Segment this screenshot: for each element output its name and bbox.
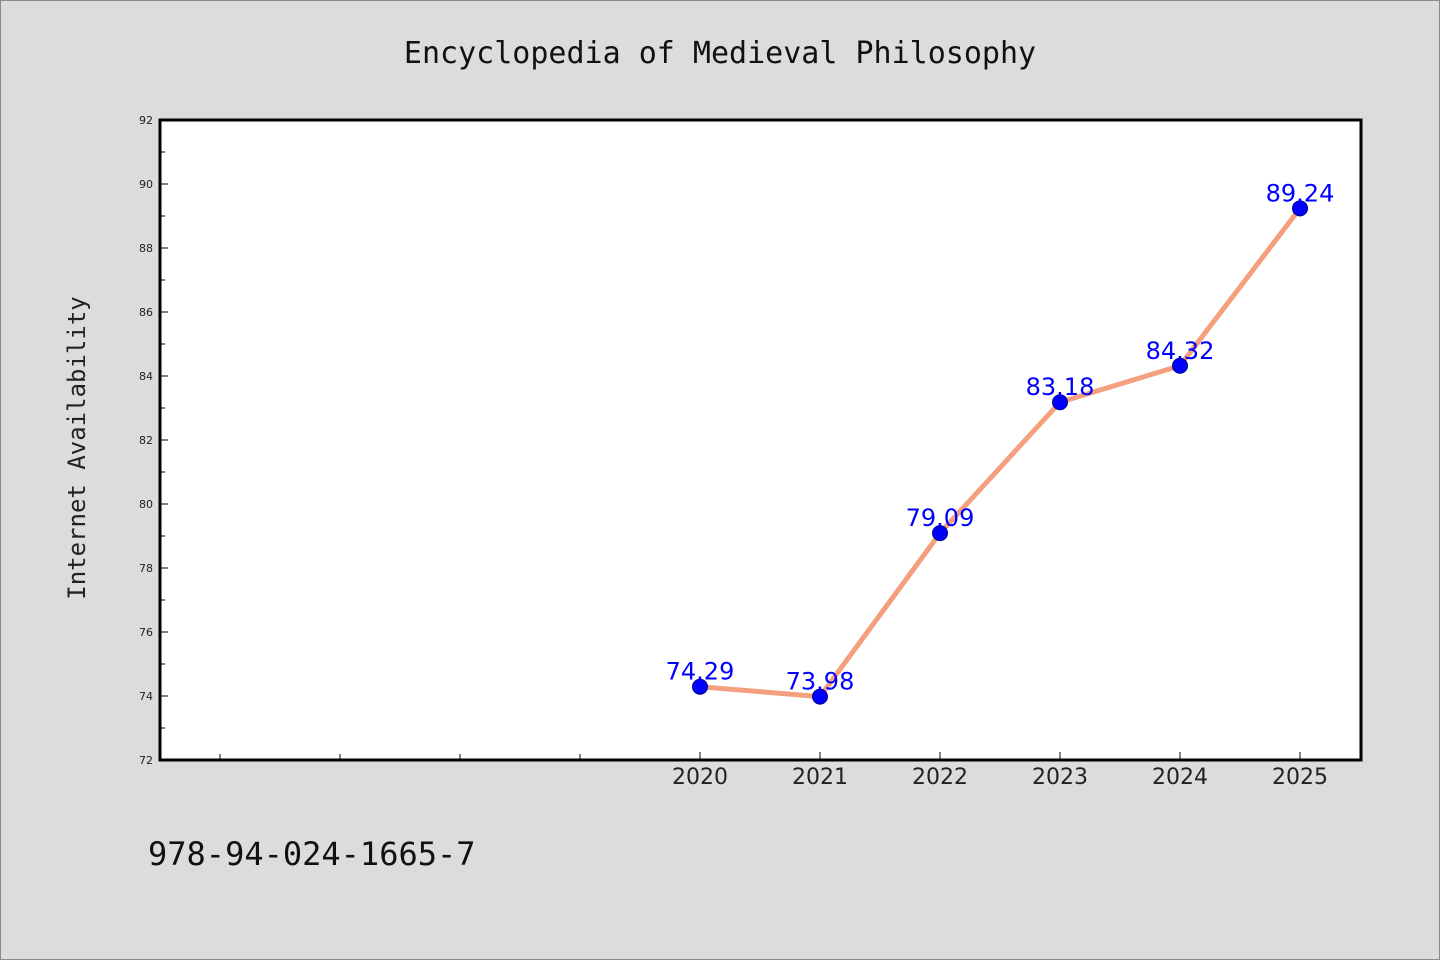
series-line-group bbox=[692, 200, 1308, 705]
data-label: 74.29 bbox=[666, 658, 735, 686]
isbn-text: 978-94-024-1665-7 bbox=[148, 835, 476, 873]
y-tick-label: 80 bbox=[139, 498, 153, 511]
data-point bbox=[1172, 357, 1188, 374]
data-label: 73.98 bbox=[786, 668, 855, 696]
x-tick-label: 2023 bbox=[1032, 765, 1088, 790]
y-tick-label: 88 bbox=[139, 242, 153, 255]
chart-title: Encyclopedia of Medieval Philosophy bbox=[404, 36, 1036, 71]
data-point bbox=[812, 688, 828, 705]
data-label: 84.32 bbox=[1146, 337, 1215, 365]
x-tick-label: 2020 bbox=[672, 765, 728, 790]
data-point bbox=[1292, 200, 1308, 217]
data-label: 89.24 bbox=[1266, 179, 1335, 207]
x-tick-label: 2024 bbox=[1152, 765, 1208, 790]
y-tick-label: 72 bbox=[139, 754, 153, 767]
series-line bbox=[699, 206, 1302, 700]
y-tick-label: 78 bbox=[139, 562, 153, 575]
y-tick-label: 92 bbox=[139, 114, 153, 127]
y-axis-label: Internet Availability bbox=[63, 296, 91, 599]
data-label: 83.18 bbox=[1026, 373, 1095, 401]
y-tick-label: 86 bbox=[139, 306, 153, 319]
y-tick-label: 82 bbox=[139, 434, 153, 447]
data-label: 79.09 bbox=[906, 504, 975, 532]
data-point bbox=[932, 525, 948, 542]
x-tick-label: 2025 bbox=[1272, 765, 1328, 790]
y-tick-label: 76 bbox=[139, 626, 153, 639]
plot-area bbox=[158, 118, 1363, 762]
data-point bbox=[1052, 394, 1068, 411]
axis-ticks: 72 74 76 78 80 82 84 86 88 90 92 2020 2021 2022 2023 20… bbox=[139, 114, 1328, 790]
x-tick-label: 2021 bbox=[792, 765, 848, 790]
data-labels-group: 74.29 73.98 79.09 83.18 84.32 89.24 bbox=[666, 179, 1335, 695]
data-point bbox=[692, 678, 708, 695]
y-tick-label: 74 bbox=[139, 690, 153, 703]
x-tick-label: 2022 bbox=[912, 765, 968, 790]
y-tick-label: 84 bbox=[139, 370, 153, 383]
y-tick-label: 90 bbox=[139, 178, 153, 191]
